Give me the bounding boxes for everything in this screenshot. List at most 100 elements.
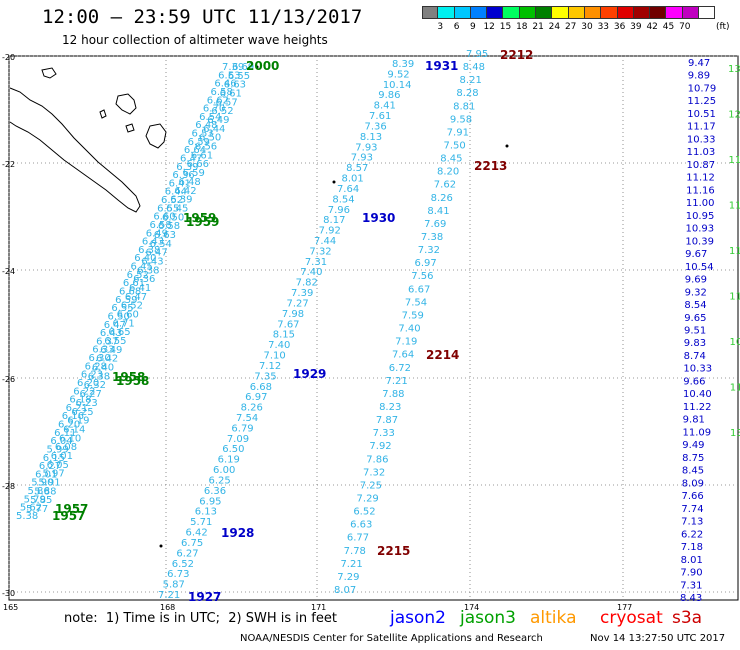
track-b-swh: 6.38 bbox=[137, 265, 159, 276]
track-a-swh: 6.59 bbox=[115, 295, 137, 306]
track-e-swh: 10.33 bbox=[687, 134, 716, 145]
track-b-swh: 6.42 bbox=[174, 186, 196, 197]
track-a-swh: 6.40 bbox=[134, 253, 156, 264]
track-b-swh: 6.10 bbox=[59, 433, 81, 444]
legend-s3a: s3a bbox=[672, 608, 703, 628]
track-c-swh: 6.97 bbox=[245, 392, 267, 403]
colorbar-label: 33 bbox=[597, 22, 610, 32]
track-b-swh: 5.88 bbox=[34, 486, 56, 497]
track-a-swh: 6.28 bbox=[85, 361, 107, 372]
lon-label: 165 bbox=[3, 603, 18, 612]
track-c-swh: 7.10 bbox=[264, 351, 286, 362]
track-e-extra: 10 bbox=[730, 337, 740, 348]
track-b-swh: 6.61 bbox=[220, 89, 242, 100]
track-d-swh: 7.29 bbox=[357, 493, 379, 504]
track-b-swh: 6.27 bbox=[80, 389, 102, 400]
track-a-swh: 5.99 bbox=[47, 444, 69, 455]
track-e-extra: 11 bbox=[729, 246, 740, 257]
track-c-swh: 7.98 bbox=[282, 309, 304, 320]
map-title: 12:00 – 23:59 UTC 11/13/2017 bbox=[42, 6, 363, 28]
track-c-swh: 7.32 bbox=[309, 246, 331, 257]
track-d-swh: 7.32 bbox=[363, 467, 385, 478]
track-a-swh: 6.52 bbox=[161, 195, 183, 206]
track-e-swh: 10.95 bbox=[686, 211, 715, 222]
lat-label: -20 bbox=[2, 53, 15, 62]
track-c-swh: 10.14 bbox=[383, 80, 412, 91]
track-b-swh: 6.23 bbox=[75, 398, 97, 409]
track-e-swh: 11.00 bbox=[686, 198, 715, 209]
track-b-swh: 6.54 bbox=[150, 239, 172, 250]
track-c-swh: 7.21 bbox=[158, 590, 180, 601]
legend-altika: altika bbox=[530, 608, 577, 628]
colorbar-swatch bbox=[454, 6, 471, 19]
colorbar-label: 30 bbox=[581, 22, 593, 32]
track-c-swh: 6.79 bbox=[231, 423, 253, 434]
track-c-swh: 6.00 bbox=[213, 465, 235, 476]
track-d-swh: 8.07 bbox=[334, 585, 356, 596]
track-b-swh: 6.69 bbox=[232, 62, 254, 73]
track-d-swh: 7.59 bbox=[402, 310, 424, 321]
track-c-swh: 6.68 bbox=[250, 382, 272, 393]
track-c-swh: 6.42 bbox=[186, 528, 208, 539]
track-b-swh: 6.60 bbox=[117, 310, 139, 321]
track-e-swh: 9.51 bbox=[684, 326, 706, 337]
track-e-swh: 11.12 bbox=[686, 173, 715, 184]
track-a-swh: 6.59 bbox=[188, 137, 210, 148]
track-c-swh: 7.92 bbox=[319, 226, 341, 237]
track-e-swh: 9.89 bbox=[688, 71, 710, 82]
track-e-extra: 13 bbox=[728, 64, 740, 75]
track-e-swh: 8.74 bbox=[684, 351, 706, 362]
track-d-swh: 8.45 bbox=[440, 154, 462, 165]
footer-timestamp: Nov 14 13:27:50 UTC 2017 bbox=[590, 633, 726, 644]
lat-label: -30 bbox=[2, 589, 15, 598]
track-b-swh: 6.50 bbox=[162, 212, 184, 223]
track-e-swh: 11.17 bbox=[687, 122, 716, 133]
track-a-swh: 6.58 bbox=[150, 220, 172, 231]
track-c-swh: 8.01 bbox=[342, 174, 364, 185]
track-e-swh: 9.83 bbox=[684, 338, 706, 349]
track-d-swh: 8.23 bbox=[379, 402, 401, 413]
colorbar-label: 15 bbox=[499, 22, 512, 32]
track-d-swh: 7.54 bbox=[405, 297, 427, 308]
track-d-swh: 6.72 bbox=[389, 363, 411, 374]
track-e-swh: 8.54 bbox=[684, 300, 706, 311]
track-a-swh: 6.01 bbox=[35, 469, 57, 480]
track-c-swh: 7.61 bbox=[369, 111, 391, 122]
track-e-swh: 11.03 bbox=[687, 147, 716, 158]
island-dot bbox=[159, 544, 163, 548]
track-e-swh: 8.01 bbox=[681, 555, 703, 566]
track-a-swh: 6.68 bbox=[119, 287, 141, 298]
track-c-swh: 8.17 bbox=[323, 215, 345, 226]
track-d-swh: 8.21 bbox=[460, 75, 482, 86]
track-c-swh: 8.57 bbox=[346, 163, 368, 174]
colorbar-label: 24 bbox=[548, 22, 561, 32]
track-d-swh: 7.21 bbox=[386, 376, 408, 387]
track-a-swh: 6.11 bbox=[54, 428, 76, 439]
coastline-segment bbox=[125, 123, 135, 133]
track-a-swh: 6.53 bbox=[191, 129, 213, 140]
track-b-swh: 6.32 bbox=[84, 380, 106, 391]
colorbar-label: 27 bbox=[564, 22, 577, 32]
track-d-swh: 7.95 bbox=[466, 49, 488, 60]
track-e-swh: 10.33 bbox=[683, 364, 712, 375]
colorbar-unit: (ft) bbox=[716, 22, 730, 32]
track-b-swh: 6.08 bbox=[55, 442, 77, 453]
colorbar-swatch bbox=[617, 6, 634, 19]
track-c-swh: 9.86 bbox=[378, 90, 400, 101]
track-b-swh: 6.50 bbox=[199, 133, 221, 144]
track-e-swh: 9.49 bbox=[682, 440, 704, 451]
colorbar-label: 6 bbox=[453, 22, 460, 32]
track-c-swh: 6.95 bbox=[199, 496, 221, 507]
track-e-swh: 9.47 bbox=[688, 58, 710, 69]
track-a-swh: 6.20 bbox=[58, 420, 80, 431]
track-a-swh: 6.27 bbox=[39, 461, 61, 472]
track-c-swh: 7.36 bbox=[364, 121, 386, 132]
lon-label: 168 bbox=[160, 603, 175, 612]
pass-time-label: 2212 bbox=[500, 48, 533, 62]
track-d-swh: 7.50 bbox=[443, 141, 465, 152]
map-frame bbox=[8, 55, 739, 601]
track-e-swh: 10.40 bbox=[683, 389, 712, 400]
coastline-segment bbox=[99, 109, 107, 119]
track-d-swh: 7.88 bbox=[382, 389, 404, 400]
